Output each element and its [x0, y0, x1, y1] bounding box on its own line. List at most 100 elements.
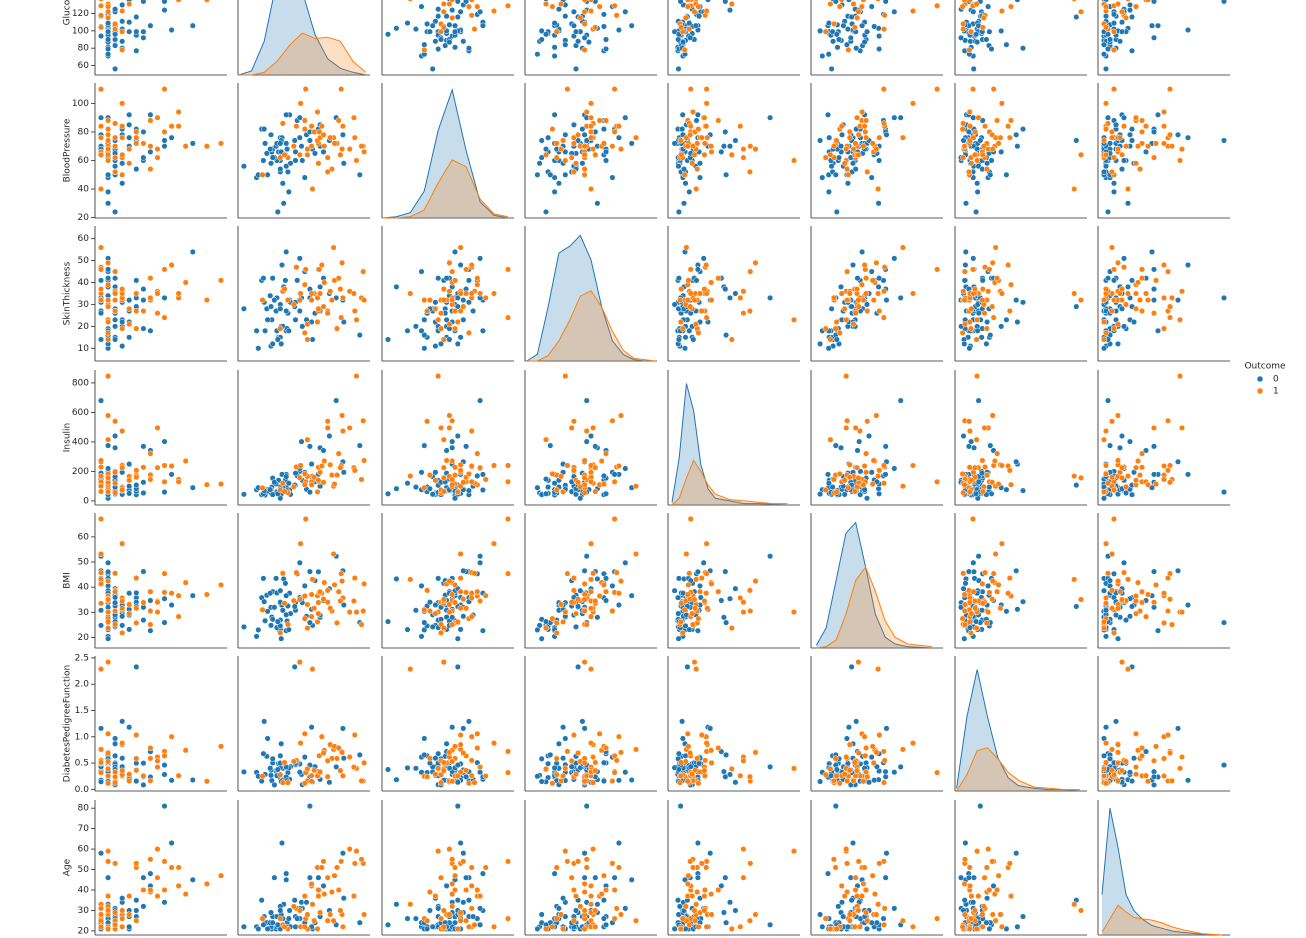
- point: [547, 442, 554, 449]
- point: [1138, 307, 1146, 315]
- point: [384, 490, 392, 497]
- point: [849, 160, 857, 167]
- point: [1150, 424, 1158, 431]
- point: [309, 666, 316, 673]
- point: [267, 131, 275, 138]
- point: [274, 766, 281, 773]
- point: [968, 160, 975, 167]
- point: [852, 424, 859, 431]
- point: [696, 13, 703, 20]
- point: [899, 483, 906, 490]
- point: [426, 297, 433, 304]
- point: [732, 137, 739, 144]
- point: [443, 740, 450, 747]
- point: [998, 290, 1005, 297]
- point: [97, 33, 105, 40]
- point: [318, 733, 325, 740]
- point: [880, 779, 888, 786]
- point: [602, 744, 610, 752]
- point: [315, 160, 322, 167]
- point: [105, 171, 112, 178]
- point: [547, 171, 554, 178]
- point: [161, 489, 168, 496]
- point: [133, 290, 140, 297]
- point: [678, 151, 685, 158]
- point: [1108, 134, 1116, 141]
- point: [330, 244, 337, 251]
- point: [299, 157, 306, 164]
- point: [351, 467, 358, 474]
- point: [112, 779, 119, 786]
- point: [112, 20, 119, 27]
- point: [112, 860, 119, 867]
- point: [97, 850, 105, 857]
- point: [182, 579, 189, 586]
- point: [846, 461, 853, 468]
- point: [934, 86, 941, 93]
- point: [346, 753, 353, 761]
- point: [970, 134, 977, 141]
- point: [333, 472, 341, 479]
- point: [271, 479, 278, 486]
- point: [590, 753, 597, 761]
- point: [437, 325, 445, 332]
- point: [126, 724, 133, 731]
- point: [1102, 759, 1110, 766]
- density-area: [238, 0, 366, 75]
- point: [140, 154, 147, 161]
- point: [977, 137, 984, 144]
- point: [855, 474, 862, 481]
- point: [449, 268, 456, 275]
- point: [479, 471, 486, 478]
- point: [133, 755, 140, 762]
- point: [290, 597, 297, 604]
- point: [446, 749, 453, 756]
- point: [105, 436, 112, 443]
- point: [161, 86, 168, 93]
- point: [575, 749, 582, 757]
- point: [97, 580, 105, 587]
- point: [97, 600, 105, 607]
- point: [860, 0, 867, 3]
- point: [463, 266, 470, 273]
- point: [301, 582, 308, 589]
- point: [477, 559, 484, 566]
- point: [133, 467, 140, 474]
- point: [1184, 471, 1192, 478]
- point: [440, 336, 447, 343]
- point: [622, 465, 629, 472]
- point: [126, 626, 133, 633]
- point: [449, 614, 456, 621]
- point: [968, 610, 975, 617]
- point: [451, 307, 459, 315]
- point: [1126, 613, 1134, 620]
- point: [315, 305, 322, 312]
- point: [168, 590, 175, 597]
- point: [570, 731, 577, 739]
- point: [269, 154, 276, 161]
- point: [868, 268, 875, 275]
- point: [432, 755, 439, 762]
- point: [833, 772, 840, 779]
- point: [694, 266, 701, 273]
- y-tick-label: 20: [78, 322, 90, 332]
- point: [1126, 769, 1134, 776]
- point: [267, 622, 275, 629]
- point: [545, 484, 552, 491]
- point: [105, 329, 112, 336]
- point: [97, 297, 105, 304]
- point: [126, 490, 133, 497]
- point: [960, 20, 967, 27]
- point: [722, 568, 729, 575]
- panel: [237, 370, 370, 506]
- point: [746, 307, 753, 315]
- point: [861, 261, 868, 269]
- panel: [1097, 370, 1230, 506]
- point: [277, 587, 284, 594]
- point: [704, 0, 712, 3]
- point: [451, 44, 459, 51]
- point: [189, 876, 196, 883]
- point: [293, 264, 300, 271]
- point: [851, 488, 858, 495]
- point: [314, 618, 321, 625]
